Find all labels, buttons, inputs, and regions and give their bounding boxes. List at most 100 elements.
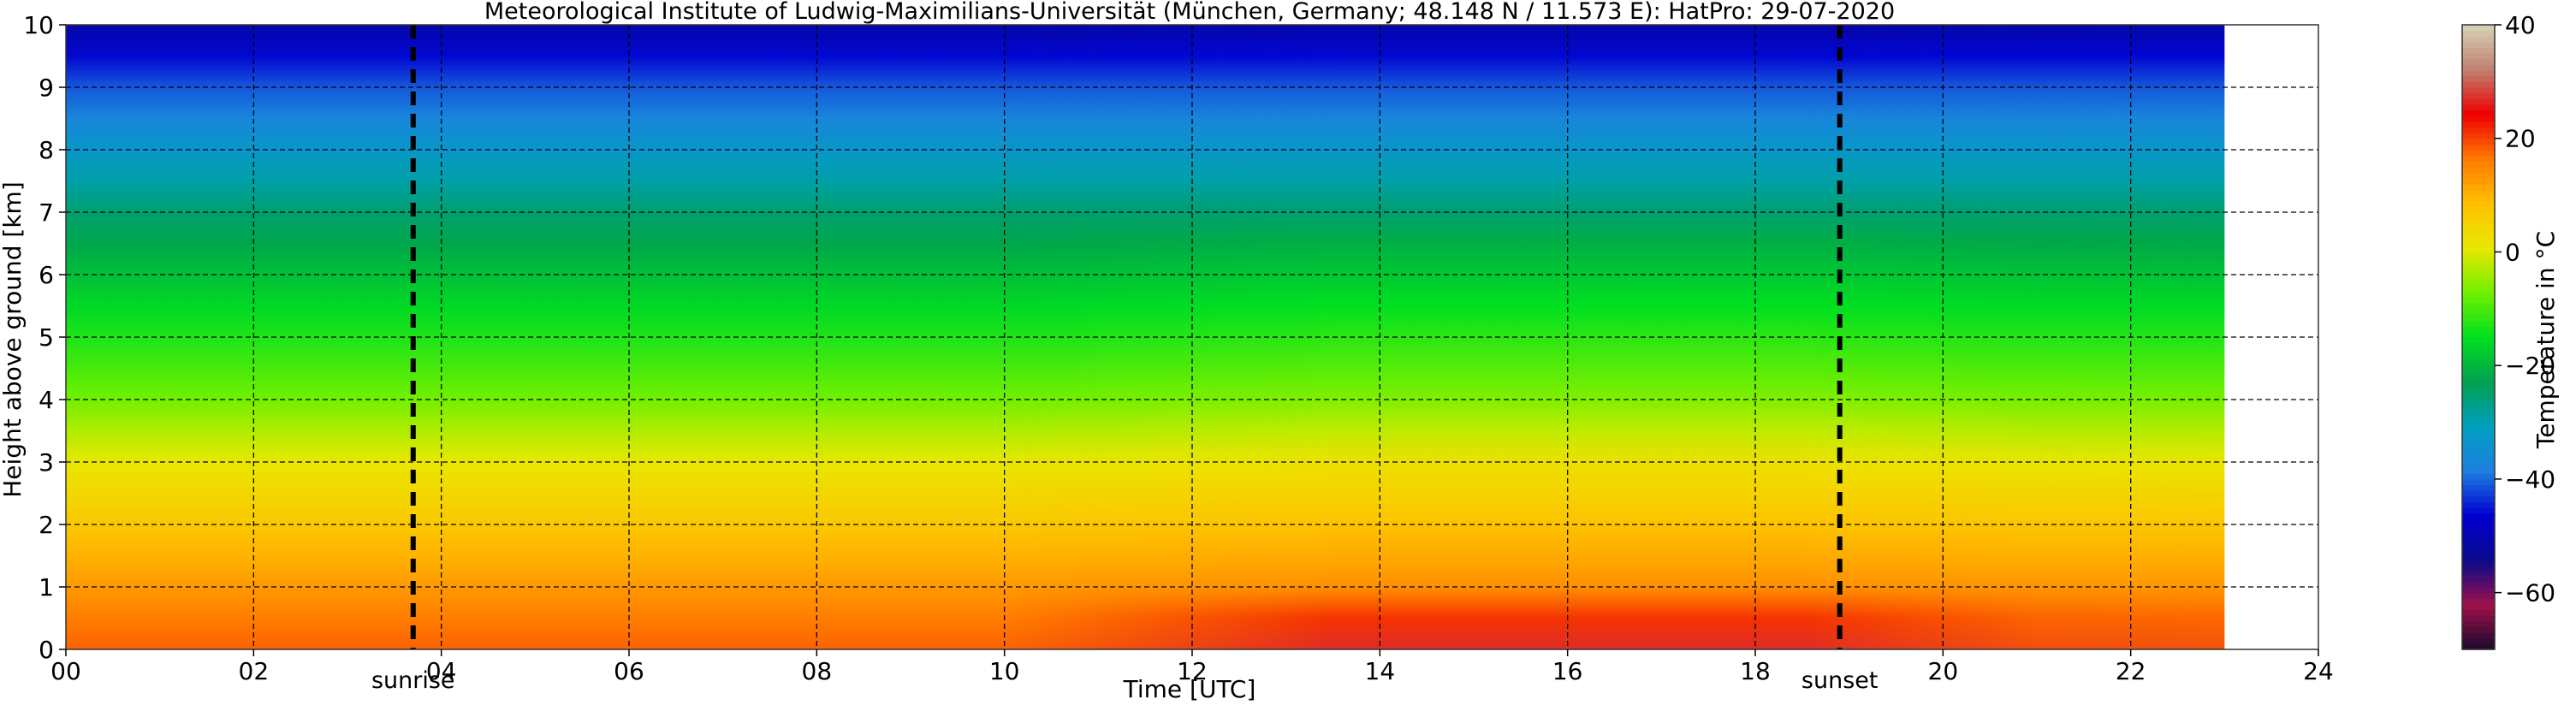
colorbar-segment: [2462, 308, 2495, 316]
x-tick-label: 10: [989, 657, 1020, 685]
colorbar-segment: [2462, 47, 2495, 54]
colorbar-segment: [2462, 353, 2495, 361]
y-tick-label: 8: [39, 136, 54, 164]
x-tick-label: 14: [1365, 657, 1396, 685]
colorbar-tick-label: 0: [2505, 238, 2520, 266]
colorbar-segment: [2462, 217, 2495, 224]
colorbar-segment: [2462, 462, 2495, 469]
colorbar-segment: [2462, 609, 2495, 616]
colorbar-segment: [2462, 110, 2495, 116]
x-tick-label: 18: [1740, 657, 1771, 685]
y-tick-label: 10: [23, 11, 54, 39]
colorbar-segment: [2462, 212, 2495, 219]
colorbar-segment: [2462, 501, 2495, 508]
colorbar-segment: [2462, 206, 2495, 213]
colorbar-segment: [2462, 133, 2495, 139]
colorbar-segment: [2462, 36, 2495, 43]
colorbar-segment: [2462, 116, 2495, 122]
colorbar-segment: [2462, 490, 2495, 497]
y-tick-label: 6: [39, 261, 54, 289]
colorbar-segment: [2462, 365, 2495, 372]
colorbar-segment: [2462, 411, 2495, 418]
colorbar-segment: [2462, 297, 2495, 304]
x-tick-label: 00: [50, 657, 81, 685]
colorbar-segment: [2462, 286, 2495, 293]
x-tick-label: 24: [2303, 657, 2334, 685]
colorbar-segment: [2462, 41, 2495, 49]
colorbar-segment: [2462, 314, 2495, 321]
colorbar-segment: [2462, 25, 2495, 32]
colorbar-segment: [2462, 428, 2495, 435]
plot-area: [65, 24, 2319, 650]
colorbar-segment: [2462, 348, 2495, 355]
colorbar-ticks: 40 20 0 −20 −40 −60: [2495, 11, 2555, 607]
colorbar-segment: [2462, 615, 2495, 622]
colorbar-segment: [2462, 92, 2495, 99]
colorbar-segment: [2462, 416, 2495, 424]
x-tick-label: 22: [2116, 657, 2146, 685]
colorbar-segment: [2462, 320, 2495, 327]
colorbar-segment: [2462, 64, 2495, 71]
x-tick-label: 04: [426, 657, 457, 685]
colorbar-segment: [2462, 581, 2495, 588]
colorbar-tick-label: 40: [2505, 11, 2536, 39]
colorbar-segment: [2462, 450, 2495, 457]
colorbar-segment: [2462, 632, 2495, 639]
colorbar-tick-label: −20: [2505, 352, 2555, 380]
colorbar-segment: [2462, 643, 2495, 650]
colorbar-segment: [2462, 359, 2495, 366]
colorbar-segment: [2462, 228, 2495, 236]
colorbar-segment: [2462, 637, 2495, 644]
colorbar-segment: [2462, 558, 2495, 566]
colorbar-segment: [2462, 388, 2495, 394]
colorbar-segment: [2462, 530, 2495, 536]
colorbar-segment: [2462, 467, 2495, 474]
x-tick-label: 08: [802, 657, 833, 685]
x-tick-label: 20: [1928, 657, 1959, 685]
chart-title: Meteorological Institute of Ludwig-Maxim…: [484, 0, 1895, 25]
colorbar-segment: [2462, 603, 2495, 611]
y-tick-label: 2: [39, 511, 54, 539]
colorbar-segment: [2462, 252, 2495, 258]
colorbar-segment: [2462, 382, 2495, 389]
colorbar-segment: [2462, 53, 2495, 60]
colorbar-segment: [2462, 370, 2495, 378]
colorbar-segment: [2462, 144, 2495, 151]
colorbar-segment: [2462, 394, 2495, 400]
colorbar-segment: [2462, 81, 2495, 88]
y-tick-label: 7: [39, 198, 54, 227]
x-tick-label: 16: [1552, 657, 1583, 685]
colorbar-segment: [2462, 189, 2495, 196]
colorbar-segment: [2462, 30, 2495, 37]
colorbar-segment: [2462, 439, 2495, 446]
colorbar-segment: [2462, 58, 2495, 66]
colorbar-segment: [2462, 536, 2495, 542]
colorbar-segment: [2462, 405, 2495, 412]
colorbar-segment: [2462, 553, 2495, 560]
y-tick-label: 3: [39, 448, 54, 477]
grid-lines: [66, 25, 2318, 649]
colorbar-segment: [2462, 507, 2495, 514]
x-tick-label: 02: [239, 657, 270, 685]
y-tick-label: 0: [39, 636, 54, 664]
colorbar-label: Temperature in °C: [2531, 231, 2560, 449]
colorbar-segment: [2462, 263, 2495, 270]
colorbar-frame: [2461, 24, 2496, 650]
y-tick-label: 1: [39, 573, 54, 601]
colorbar-segment: [2462, 331, 2495, 338]
colorbar-segment: [2462, 376, 2495, 383]
colorbar-segment: [2462, 269, 2495, 275]
colorbar-segment: [2462, 234, 2495, 241]
colorbar-segment: [2462, 246, 2495, 253]
colorbar-segment: [2462, 275, 2495, 281]
sunrise-label: sunrise: [371, 667, 455, 694]
colorbar-segment: [2462, 240, 2495, 247]
colorbar-segment: [2462, 258, 2495, 264]
colorbar-segment: [2462, 155, 2495, 162]
colorbar-segment: [2462, 342, 2495, 349]
colorbar-segment: [2462, 70, 2495, 77]
colorbar-segment: [2462, 570, 2495, 577]
colorbar-segment: [2462, 150, 2495, 157]
colorbar-segment: [2462, 138, 2495, 145]
colorbar-tick-label: −40: [2505, 465, 2555, 494]
